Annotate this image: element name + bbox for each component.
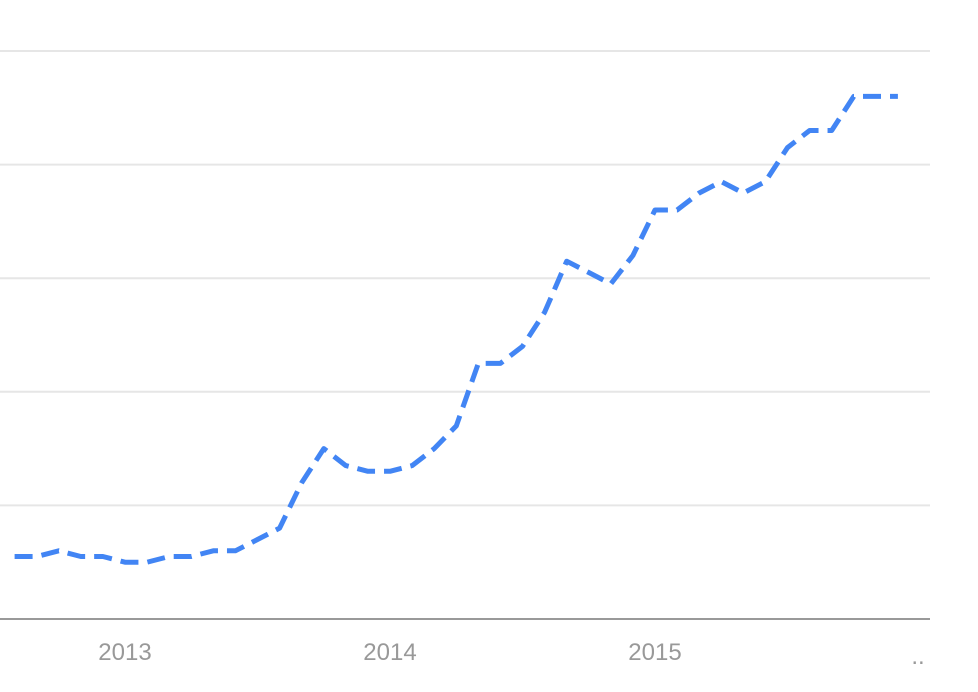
data-point	[631, 253, 635, 257]
data-point	[13, 555, 17, 559]
data-point	[786, 146, 790, 150]
data-point	[256, 537, 260, 541]
data-point	[498, 361, 502, 365]
gridlines	[0, 50, 930, 507]
data-point	[874, 94, 878, 98]
series-line	[14, 93, 898, 565]
data-point	[57, 549, 61, 553]
x-tick-label-2015: 2015	[628, 639, 681, 666]
data-point	[763, 180, 767, 184]
data-point	[167, 555, 171, 559]
data-point	[719, 180, 723, 184]
data-point	[587, 271, 591, 275]
data-point	[300, 481, 304, 485]
data-point	[521, 344, 525, 348]
data-point	[741, 191, 745, 195]
data-point	[123, 560, 127, 564]
x-tick-label-more: ..	[911, 643, 924, 670]
data-point	[476, 361, 480, 365]
data-point	[344, 464, 348, 468]
data-point	[322, 447, 326, 451]
data-point	[653, 208, 657, 212]
x-tick-label-2014: 2014	[363, 639, 416, 666]
data-point	[852, 94, 856, 98]
data-point	[366, 469, 370, 473]
data-point	[101, 555, 105, 559]
data-point	[79, 555, 83, 559]
data-point	[35, 555, 39, 559]
data-point	[189, 555, 193, 559]
data-point	[233, 549, 237, 553]
x-tick-label-2013: 2013	[98, 639, 151, 666]
data-point	[388, 469, 392, 473]
data-point	[145, 560, 149, 564]
x-axis-ticks: 2013 2014 2015 ..	[98, 639, 924, 670]
data-point	[565, 259, 569, 263]
data-point	[697, 191, 701, 195]
data-point	[808, 129, 812, 133]
data-point	[609, 282, 613, 286]
data-point	[454, 424, 458, 428]
data-point	[543, 310, 547, 314]
data-point	[432, 447, 436, 451]
data-point	[675, 208, 679, 212]
data-point	[278, 526, 282, 530]
data-point	[211, 549, 215, 553]
data-point	[830, 129, 834, 133]
data-point	[410, 464, 414, 468]
data-point	[896, 94, 900, 98]
